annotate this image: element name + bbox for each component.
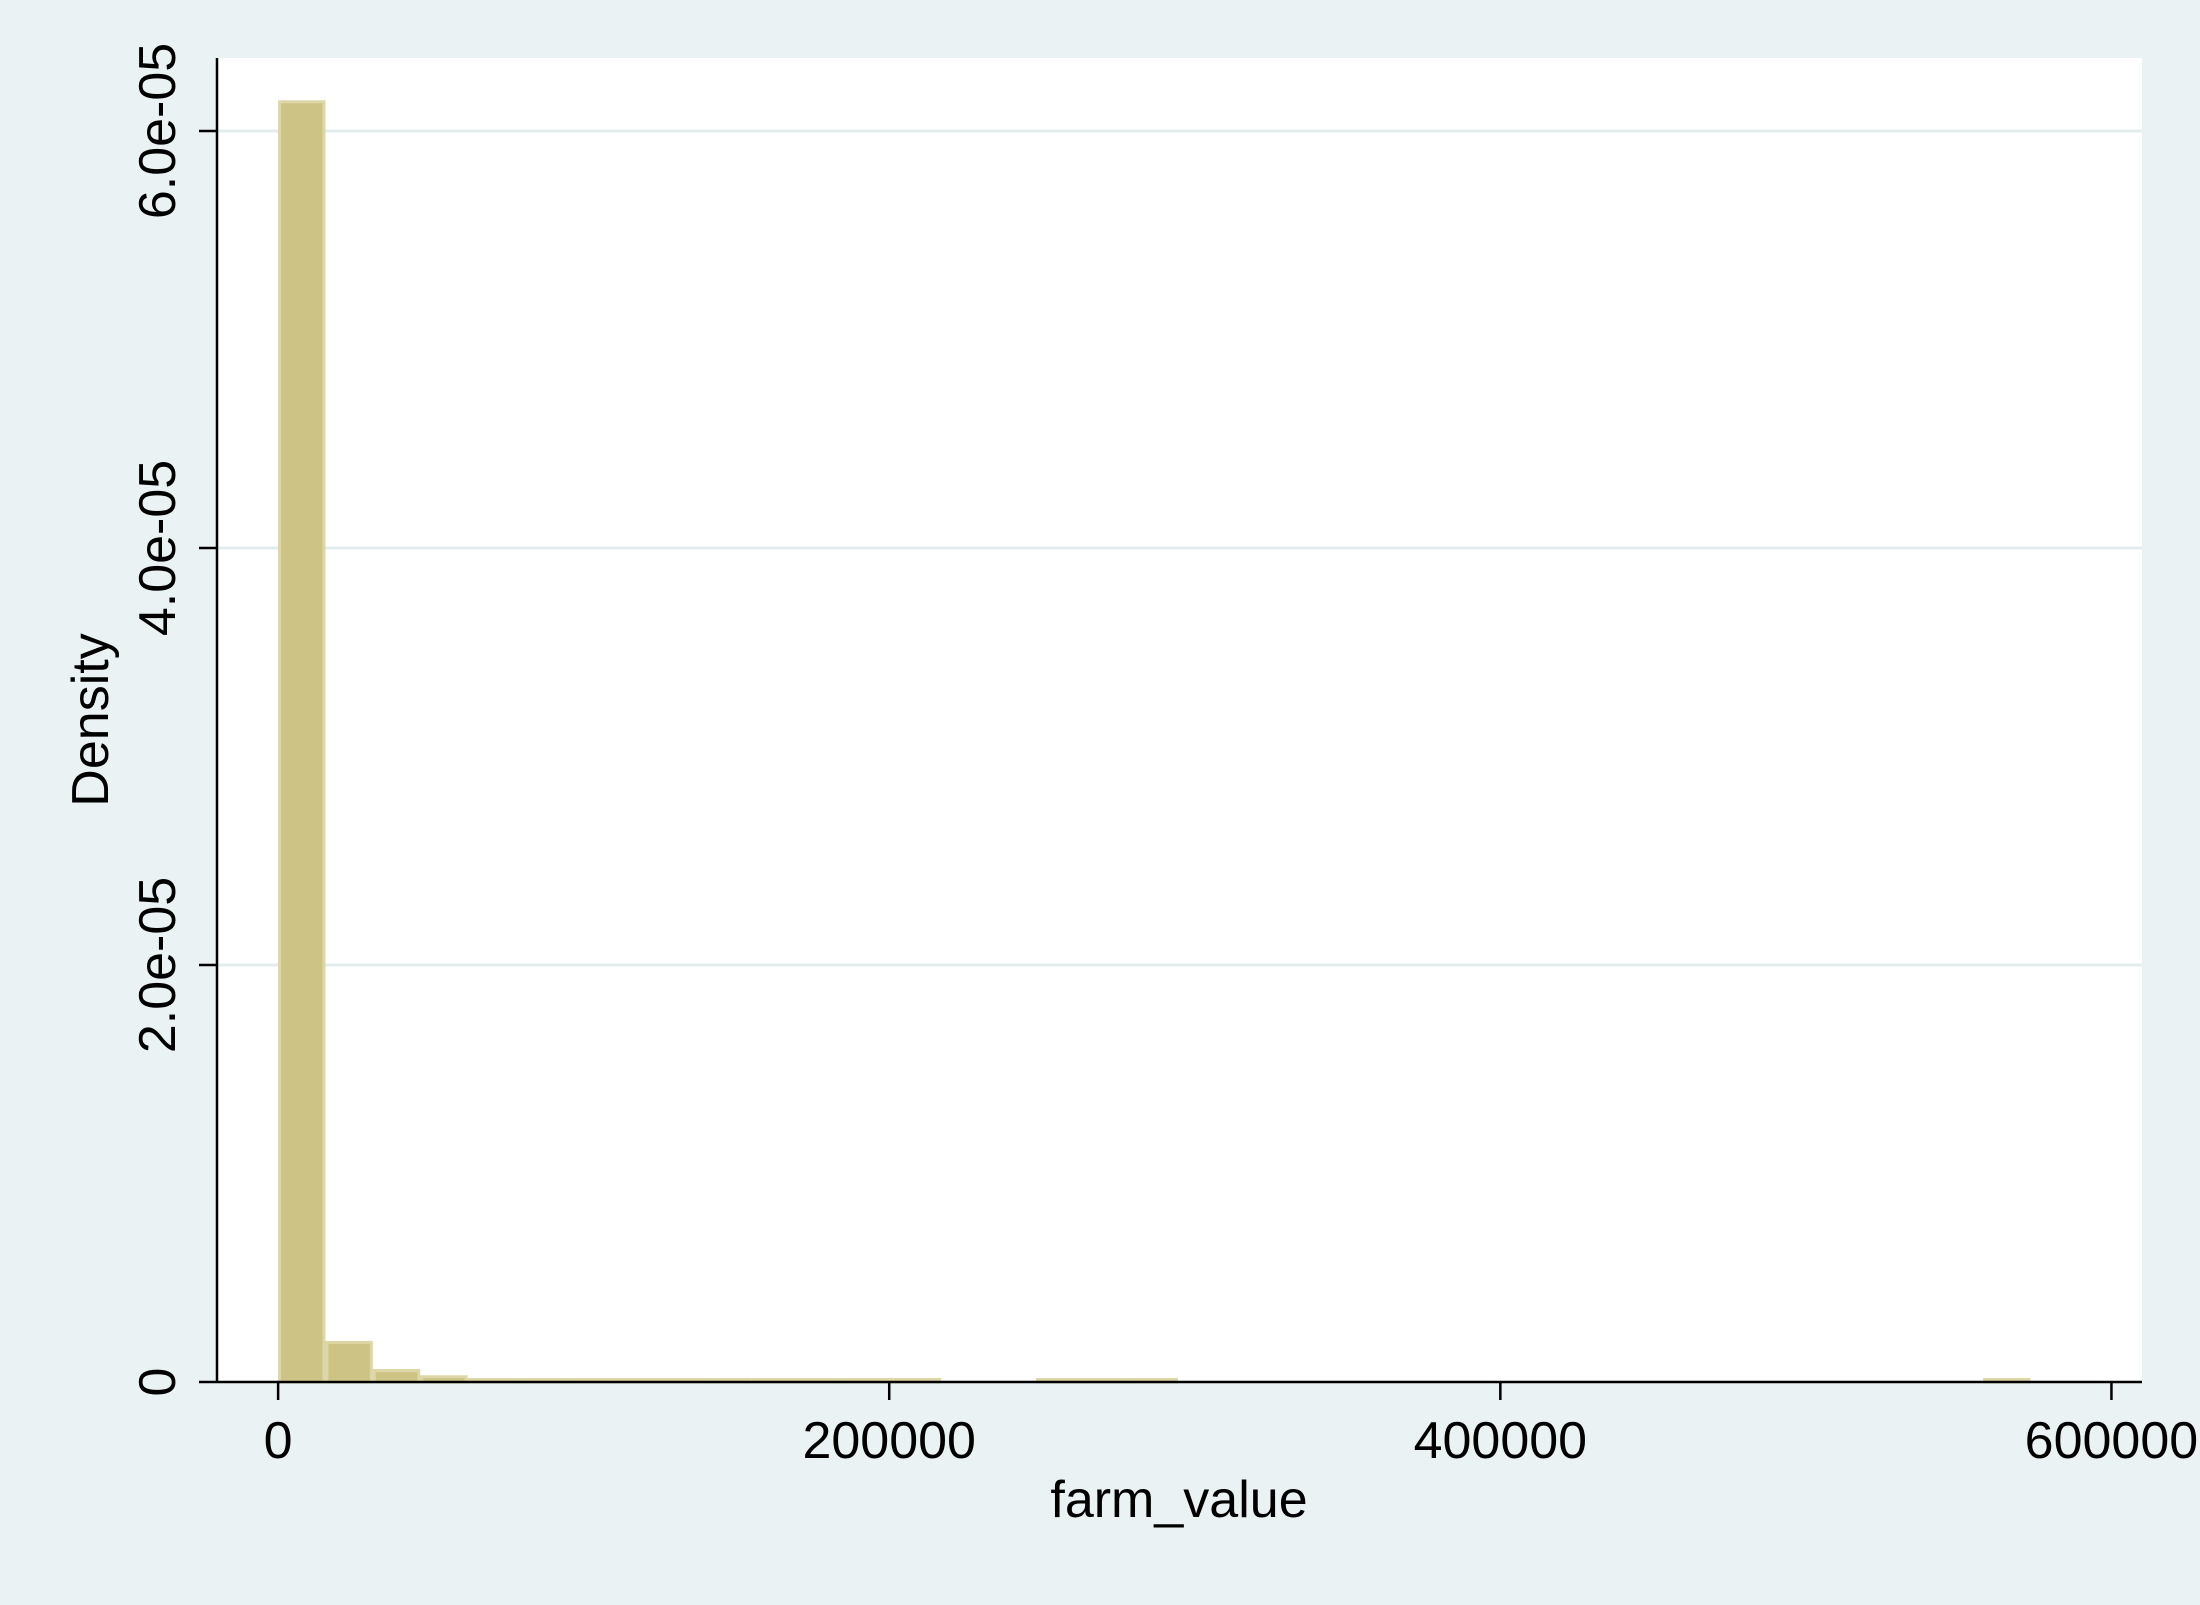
x-axis-title: farm_value [1050,1471,1307,1529]
x-ticks: 0 200000 400000 600000 [264,1382,2199,1470]
y-tick-label-1: 2.0e-05 [129,877,187,1053]
histogram-bar-2 [372,1369,421,1384]
x-tick-label-1: 200000 [802,1412,976,1470]
histogram-bar-1 [325,1340,373,1384]
y-tick-label-2: 4.0e-05 [129,460,187,636]
histogram-bars [278,100,2031,1384]
gridlines [217,129,2142,967]
x-tick-label-3: 600000 [2025,1412,2199,1470]
plot-area [217,58,2142,1382]
y-ticks: 0 2.0e-05 4.0e-05 6.0e-05 [129,43,217,1397]
histogram-bar-0 [278,100,326,1384]
y-tick-label-3: 6.0e-05 [129,43,187,219]
y-tick-label-0: 0 [129,1368,187,1397]
x-tick-label-2: 400000 [1414,1412,1588,1470]
axes [215,58,2142,1384]
x-tick-label-0: 0 [264,1412,293,1470]
y-axis-title: Density [62,633,120,806]
